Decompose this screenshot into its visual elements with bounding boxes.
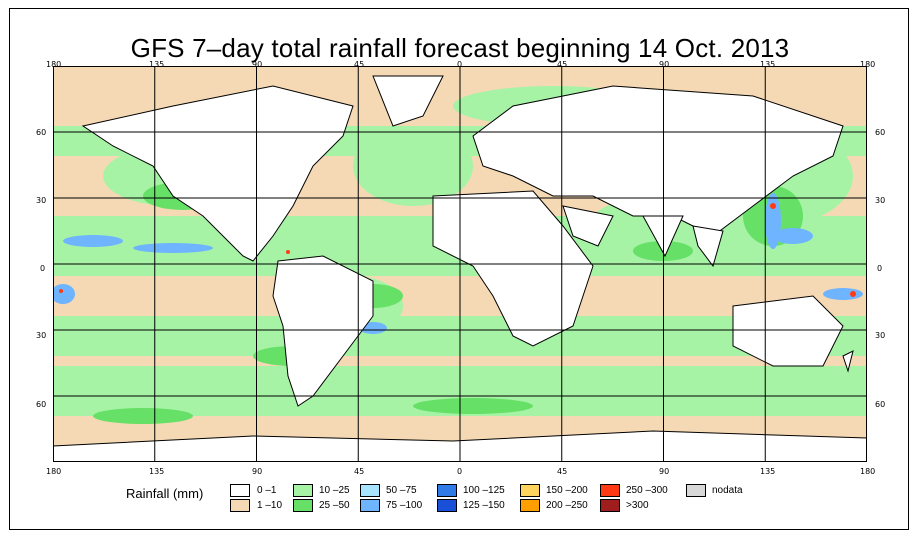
map-title: GFS 7–day total rainfall forecast beginn… — [130, 33, 790, 63]
lat-tick-left: 60 — [36, 400, 47, 409]
lat-tick-left: 0 — [40, 264, 46, 273]
lon-tick-bottom: 45 — [557, 467, 568, 476]
lon-tick-top: 90 — [659, 60, 670, 69]
lon-tick-top: 0 — [457, 60, 463, 69]
lon-tick-bottom: 90 — [252, 467, 263, 476]
lon-tick-bottom: 135 — [149, 467, 165, 476]
lon-tick-bottom: 135 — [760, 467, 776, 476]
map-border — [53, 66, 867, 462]
lon-tick-bottom: 180 — [860, 467, 876, 476]
lon-tick-bottom: 45 — [354, 467, 365, 476]
lat-tick-right: 60 — [875, 400, 886, 409]
lat-tick-right: 0 — [877, 264, 883, 273]
lon-tick-top: 135 — [149, 60, 165, 69]
lon-tick-top: 45 — [557, 60, 568, 69]
lon-tick-bottom: 0 — [457, 467, 463, 476]
lon-tick-bottom: 90 — [659, 467, 670, 476]
figure-frame: GFS 7–day total rainfall forecast beginn… — [9, 8, 909, 530]
lat-tick-right: 30 — [875, 196, 886, 205]
lat-tick-right: 60 — [875, 128, 886, 137]
lon-tick-bottom: 180 — [46, 467, 62, 476]
lon-tick-top: 45 — [354, 60, 365, 69]
lat-tick-left: 30 — [36, 196, 47, 205]
lat-tick-left: 60 — [36, 128, 47, 137]
rainfall-map — [53, 66, 867, 462]
lat-tick-right: 30 — [875, 331, 886, 340]
lat-tick-left: 30 — [36, 331, 47, 340]
lon-tick-top: 90 — [252, 60, 263, 69]
lon-tick-top: 180 — [46, 60, 62, 69]
lon-tick-top: 135 — [760, 60, 776, 69]
lon-tick-top: 180 — [860, 60, 876, 69]
graticule — [53, 66, 867, 462]
rain-very-heavy — [53, 193, 863, 334]
